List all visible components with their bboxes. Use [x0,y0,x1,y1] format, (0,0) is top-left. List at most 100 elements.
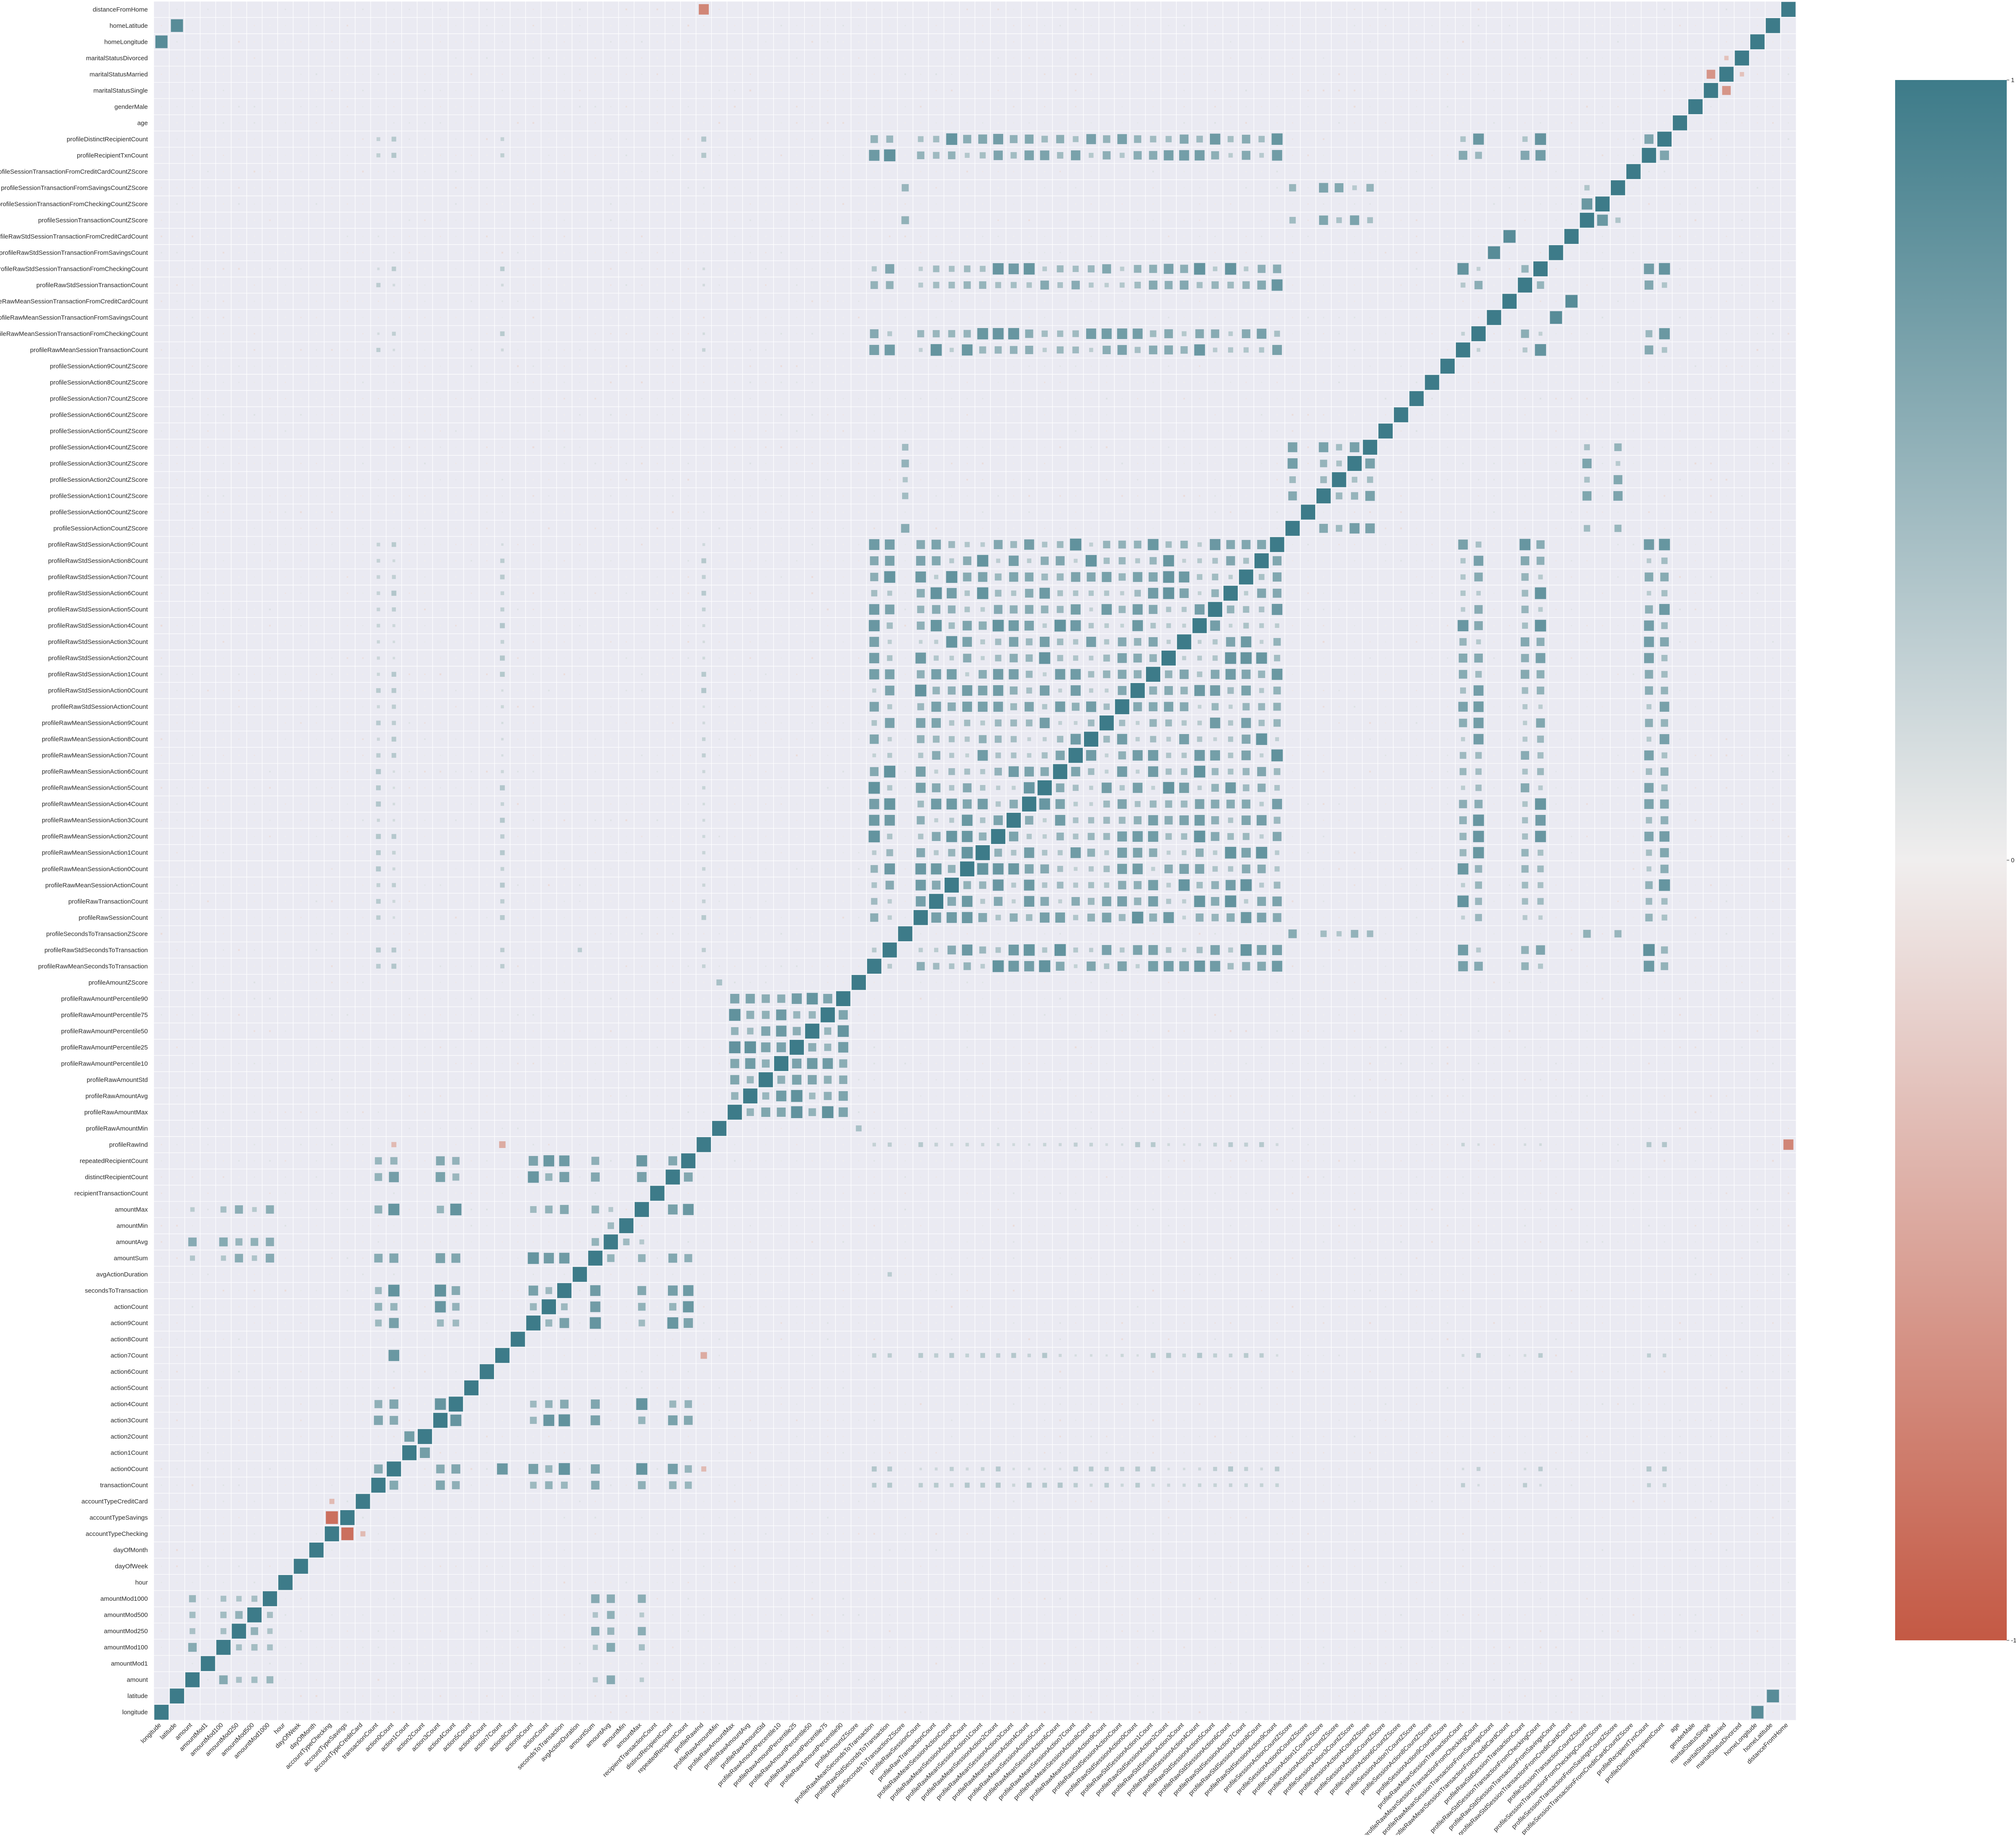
heatmap-cell [964,736,970,742]
heatmap-cell [1307,187,1309,189]
heatmap-cell [223,722,224,724]
heatmap-cell [967,203,968,205]
heatmap-cell [176,398,178,399]
heatmap-cell [1602,576,1603,578]
heatmap-cell [1369,593,1371,594]
heatmap-cell [1214,382,1216,383]
heatmap-cell [994,605,1003,614]
heatmap-cell [548,219,550,221]
heatmap-cell [1089,152,1094,158]
heatmap-cell [1212,655,1218,661]
heatmap-cell [1168,430,1170,432]
heatmap-cell [1102,572,1112,582]
heatmap-cell [424,755,426,756]
heatmap-cell [1292,673,1293,675]
heatmap-cell [1028,446,1030,448]
heatmap-cell [1400,527,1402,529]
heatmap-cell [1245,171,1247,172]
heatmap-cell [315,284,317,286]
heatmap-cell [1772,511,1774,513]
heatmap-cell [285,73,286,75]
heatmap-cell [315,560,317,561]
heatmap-cell [1447,738,1448,740]
heatmap-cell [1228,574,1233,579]
heatmap-cell [1416,673,1417,675]
heatmap-cell [455,25,457,27]
heatmap-cell [315,57,317,59]
heatmap-cell [750,738,751,740]
heatmap-cell [963,572,972,582]
heatmap-cell [1307,138,1309,140]
heatmap-cell [920,171,921,172]
heatmap-cell [1228,331,1233,336]
heatmap-cell [995,719,1002,726]
heatmap-cell [347,511,348,513]
heatmap-cell [254,576,255,578]
heatmap-cell [1010,703,1017,710]
heatmap-cell [548,122,550,124]
heatmap-cell [1509,706,1510,708]
heatmap-cell [765,641,766,643]
heatmap-cell [1369,755,1371,756]
heatmap-cell [238,25,240,27]
heatmap-cell [1385,171,1386,172]
heatmap-cell [1028,528,1030,529]
heatmap-cell [641,479,643,481]
heatmap-cell [176,446,178,448]
heatmap-cell [967,90,968,91]
heatmap-cell [982,235,983,237]
heatmap-cell [765,755,766,756]
heatmap-cell [1473,701,1484,712]
heatmap-cell [701,136,706,142]
heatmap-cell [1462,90,1464,91]
heatmap-cell [1659,263,1670,275]
heatmap-cell [238,560,240,561]
heatmap-cell [331,560,333,561]
heatmap-cell [393,559,395,562]
heatmap-cell [1503,230,1516,243]
heatmap-cell [1633,706,1634,708]
heatmap-cell [1633,576,1634,578]
heatmap-cell [192,446,193,448]
heatmap-cell [1307,219,1309,221]
heatmap-cell [347,495,348,497]
heatmap-cell [1152,25,1154,27]
heatmap-cell [1664,463,1665,464]
heatmap-cell [595,576,596,578]
heatmap-cell [1710,171,1712,172]
heatmap-cell [1336,444,1342,451]
heatmap-cell [982,511,984,513]
heatmap-cell [657,203,658,205]
heatmap-cell [393,252,395,254]
heatmap-cell [1137,317,1138,318]
heatmap-cell [1075,187,1076,189]
heatmap-cell [1710,219,1712,221]
heatmap-cell [347,268,348,270]
heatmap-cell [765,122,766,124]
heatmap-cell [1060,301,1061,302]
heatmap-cell [579,398,581,399]
heatmap-cell [920,57,921,59]
heatmap-cell [1292,349,1293,351]
heatmap-cell [440,301,441,302]
heatmap-cell [1633,90,1634,91]
heatmap-cell [1044,187,1045,189]
heatmap-cell [827,722,828,724]
heatmap-cell [1121,398,1123,399]
heatmap-cell [1493,333,1495,335]
heatmap-cell [300,398,302,399]
heatmap-cell [641,268,643,270]
heatmap-cell [873,495,875,497]
heatmap-cell [1148,750,1159,761]
heatmap-cell [672,301,673,302]
heatmap-cell [657,479,658,481]
heatmap-cell [1336,217,1342,223]
heatmap-cell [916,621,925,630]
heatmap-cell [870,734,879,744]
heatmap-cell [703,73,705,75]
heatmap-cell [548,446,550,448]
heatmap-cell [1225,652,1236,664]
heatmap-cell [1150,136,1156,143]
heatmap-cell [1431,528,1433,529]
heatmap-cell [533,414,534,416]
